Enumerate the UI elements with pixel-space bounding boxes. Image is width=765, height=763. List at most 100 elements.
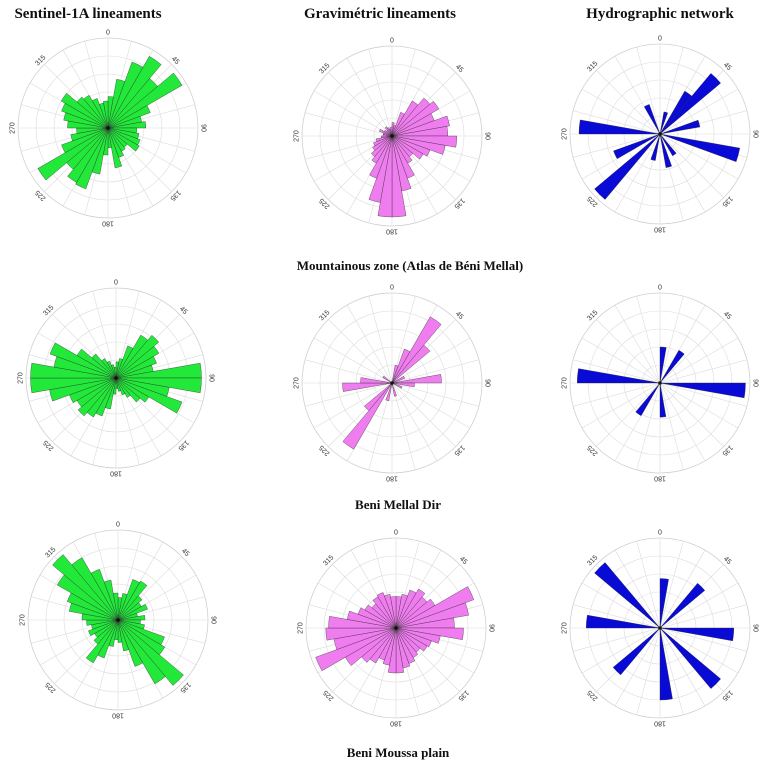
rose-petal: [117, 619, 166, 685]
angle-tick-label: 45: [454, 64, 465, 75]
zone-label-beni-moussa: Beni Moussa plain: [346, 745, 450, 760]
grid-spoke: [391, 359, 480, 384]
grid-spoke: [659, 627, 739, 674]
grid-spoke: [391, 382, 456, 447]
rose-petal: [115, 377, 126, 396]
rose-petal: [659, 382, 667, 418]
rose-petal: [315, 627, 397, 671]
angle-tick-label: 45: [178, 306, 189, 317]
rose-petal: [115, 356, 157, 379]
rose-petal: [117, 619, 143, 667]
grid-spoke: [659, 295, 684, 384]
rose-petal: [391, 374, 442, 384]
grid-spoke: [313, 337, 393, 384]
grid-spoke: [572, 110, 661, 135]
grid-spoke: [581, 627, 661, 674]
grid-spoke: [614, 627, 661, 707]
rose-petal: [395, 602, 469, 629]
rose-petal: [659, 133, 672, 168]
angle-tick-label: 45: [180, 548, 191, 559]
rose-petal: [384, 594, 397, 629]
rose-petal: [391, 316, 442, 384]
rose-petal: [395, 627, 428, 652]
angle-tick-label: 45: [722, 62, 733, 73]
rose-petal: [88, 619, 119, 636]
rose-petal: [371, 135, 393, 157]
angle-tick-label: 90: [752, 379, 759, 387]
rose-petal: [391, 135, 431, 157]
angle-tick-label: 270: [561, 377, 568, 389]
rose-center: [114, 376, 118, 380]
angle-tick-label: 45: [722, 311, 733, 322]
rose-petal: [372, 135, 393, 151]
angle-tick-label: 0: [394, 529, 398, 536]
rose-petal: [67, 127, 109, 183]
rose-petal: [117, 595, 143, 621]
rose-petal: [650, 133, 661, 161]
rose-petal: [107, 127, 140, 152]
angle-tick-label: 270: [293, 377, 300, 389]
angle-tick-label: 180: [112, 712, 124, 719]
rose-petal: [52, 554, 119, 621]
rose-petal: [83, 95, 109, 129]
rose-petal: [117, 619, 123, 643]
grid-spoke: [304, 359, 393, 384]
rose-petal: [342, 382, 393, 392]
angle-tick-label: 90: [488, 624, 495, 632]
rose-petal: [395, 588, 426, 629]
grid-spoke: [313, 90, 393, 137]
grid-spoke: [304, 382, 393, 407]
rose-petal: [342, 382, 393, 450]
angle-tick-label: 270: [9, 122, 16, 134]
column-title-hydrographic: Hydrographic network: [586, 6, 734, 22]
grid-spoke: [596, 382, 661, 447]
grid-spoke: [636, 627, 661, 716]
grid-spoke: [596, 70, 661, 135]
grid-spoke: [596, 319, 661, 384]
angle-tick-label: 0: [114, 279, 118, 286]
grid-spoke: [636, 382, 661, 471]
rose-petal: [75, 127, 109, 190]
rose-petal: [384, 126, 393, 137]
rose-petal: [612, 627, 661, 676]
rose-petal: [391, 376, 405, 384]
rose-petal: [357, 607, 397, 629]
grid-spoke: [659, 133, 724, 198]
rose-petal: [117, 619, 129, 652]
rose-petal: [659, 627, 734, 642]
rose-petal: [107, 72, 183, 129]
rose-petal: [659, 346, 667, 384]
rose-petal: [115, 377, 149, 403]
rose-petal: [391, 135, 446, 155]
rose-petal: [371, 135, 393, 164]
grid-spoke: [572, 359, 661, 384]
grid-spoke: [346, 57, 393, 137]
rose-petal: [368, 135, 393, 203]
column-title-gravimetric: Gravimétric lineaments: [303, 6, 457, 22]
rose-petal: [644, 104, 661, 135]
grid-spoke: [581, 582, 661, 629]
angle-tick-label: 90: [484, 132, 491, 140]
angle-tick-label: 180: [102, 220, 114, 227]
angle-tick-label: 90: [200, 124, 207, 132]
rose-petal: [325, 627, 397, 641]
grid-spoke: [659, 382, 724, 447]
grid-spoke: [659, 359, 748, 384]
rose-petal: [37, 127, 109, 181]
grid-spoke: [581, 88, 661, 135]
grid-spoke: [636, 46, 661, 135]
grid-spoke: [659, 88, 739, 135]
grid-spoke: [346, 304, 393, 384]
angle-tick-label: 0: [106, 29, 110, 36]
grid-spoke: [92, 290, 117, 379]
rose-petal: [115, 345, 160, 379]
grid-spoke: [581, 382, 661, 429]
rose-petal: [76, 348, 117, 379]
rose-petal: [387, 127, 393, 137]
rose-petal: [381, 135, 393, 139]
rose-petal: [93, 619, 119, 645]
angle-tick-label: 0: [116, 521, 120, 528]
